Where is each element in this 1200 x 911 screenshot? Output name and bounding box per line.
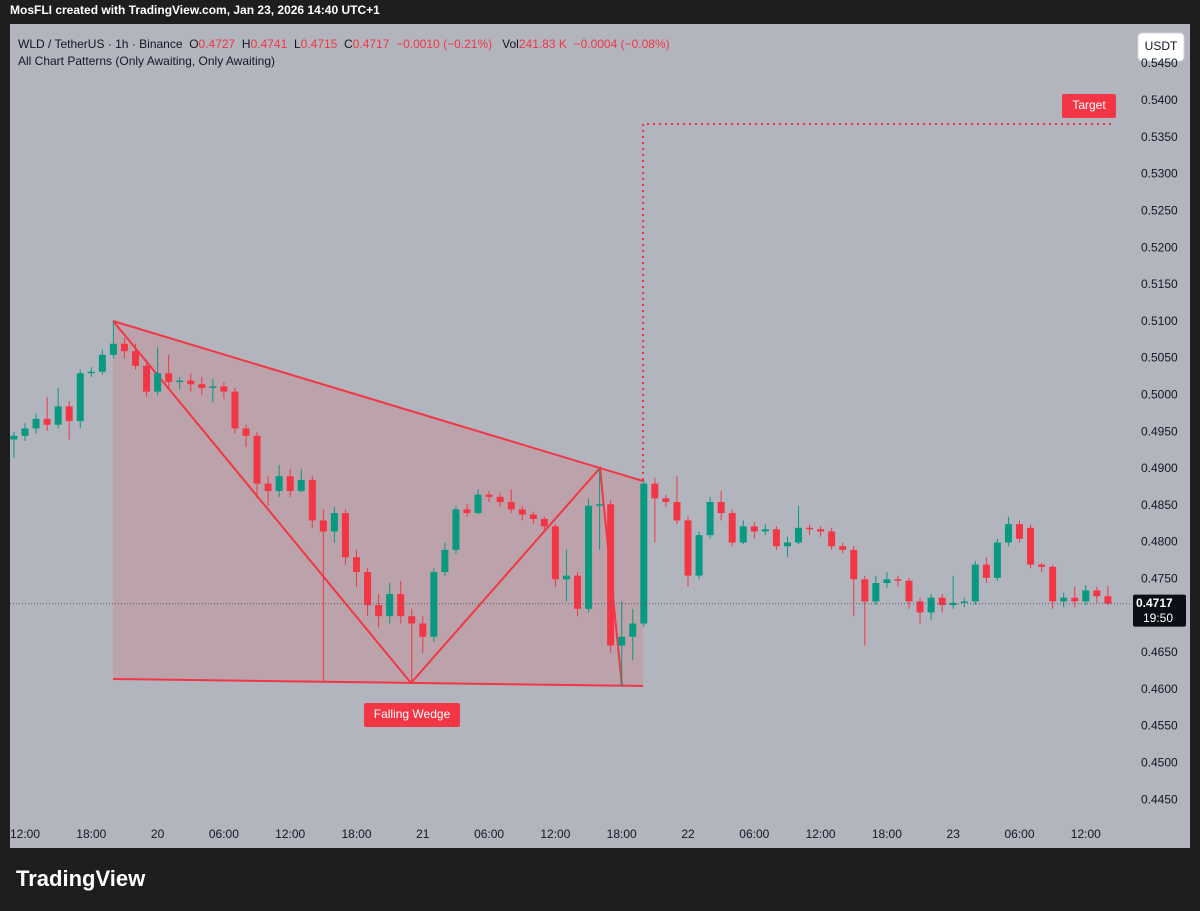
last-price-box (1133, 594, 1186, 627)
y-tick-label: 0.4450 (1141, 792, 1178, 806)
ohlc-label: L (293, 37, 301, 51)
wedge-lower (112, 678, 644, 687)
symbol: WLD / TetherUS · 1h · Binance (18, 37, 183, 51)
currency[interactable]: USDT (1145, 39, 1178, 53)
volume-change: −0.0004 (−0.08%) (573, 37, 670, 51)
y-tick-label: 0.4750 (1141, 572, 1178, 586)
y-tick-label: 0.5150 (1141, 277, 1178, 291)
target-label: Target (1072, 98, 1106, 112)
ohlc-label: C (344, 37, 353, 51)
pattern-label: Falling Wedge (374, 707, 451, 721)
legend-line: WLD / TetherUS · 1h · Binance O0.4727 H0… (18, 36, 670, 53)
y-tick-label: 0.5350 (1141, 130, 1178, 144)
top-bar-text: MosFLI created with TradingView.com, Jan… (10, 3, 380, 17)
x-tick-label: 21 (416, 827, 430, 841)
wedge-upper (112, 320, 644, 482)
x-tick-label: 20 (151, 827, 165, 841)
x-tick-label: 12:00 (540, 827, 570, 841)
y-tick-label: 0.5300 (1141, 167, 1178, 181)
x-tick-label: 12:00 (275, 827, 305, 841)
x-tick-label: 12:00 (1071, 827, 1101, 841)
y-tick-label: 0.5250 (1141, 203, 1178, 217)
y-tick-label: 0.4950 (1141, 424, 1178, 438)
y-tick-label: 0.5450 (1141, 56, 1178, 70)
legend: WLD / TetherUS · 1h · Binance O0.4727 H0… (18, 36, 670, 70)
x-tick-label: 18:00 (872, 827, 902, 841)
ohlc-label: H (241, 37, 251, 51)
wedge-fill (113, 321, 643, 686)
x-tick-label: 06:00 (209, 827, 239, 841)
x-tick-label: 06:00 (739, 827, 769, 841)
x-tick-label: 22 (681, 827, 695, 841)
target-line (642, 123, 1115, 480)
y-tick-label: 0.4850 (1141, 498, 1178, 512)
x-tick-label: 23 (947, 827, 961, 841)
y-tick-label: 0.4800 (1141, 535, 1178, 549)
y-tick-label: 0.4550 (1141, 719, 1178, 733)
change: −0.0010 (−0.21%) (396, 37, 493, 51)
y-tick-label: 0.4500 (1141, 756, 1178, 770)
y-tick-label: 0.4650 (1141, 645, 1178, 659)
x-tick-label: 12:00 (806, 827, 836, 841)
volume: 241.83 K (518, 37, 567, 51)
high-value: 0.4741 (250, 37, 288, 51)
y-tick-label: 0.5200 (1141, 240, 1178, 254)
y-tick-label: 0.4900 (1141, 461, 1178, 475)
ohlc-label: O (189, 37, 199, 51)
x-tick-label: 12:00 (10, 827, 40, 841)
y-tick-label: 0.5100 (1141, 314, 1178, 328)
last-price-label: 0.4717 (1136, 596, 1173, 610)
indicator: All Chart Patterns (Only Awaiting, Only … (18, 54, 276, 68)
low-value: 0.4715 (300, 37, 338, 51)
target-label-box (1062, 94, 1116, 118)
x-tick-label: 06:00 (474, 827, 504, 841)
x-tick-label: 18:00 (341, 827, 371, 841)
currency-button[interactable] (1137, 32, 1185, 62)
close-value: 0.4717 (352, 37, 390, 51)
open-value: 0.4727 (198, 37, 236, 51)
volume-label: Vol (502, 37, 519, 51)
brand: TradingView (16, 866, 146, 891)
y-tick-label: 0.5050 (1141, 351, 1178, 365)
x-tick-label: 18:00 (607, 827, 637, 841)
pattern-label-box (364, 703, 460, 727)
y-tick-label: 0.4600 (1141, 682, 1178, 696)
x-tick-label: 06:00 (1004, 827, 1034, 841)
x-tick-label: 18:00 (76, 827, 106, 841)
y-tick-label: 0.5000 (1141, 387, 1178, 401)
countdown: 19:50 (1143, 611, 1173, 625)
y-tick-label: 0.5400 (1141, 93, 1178, 107)
